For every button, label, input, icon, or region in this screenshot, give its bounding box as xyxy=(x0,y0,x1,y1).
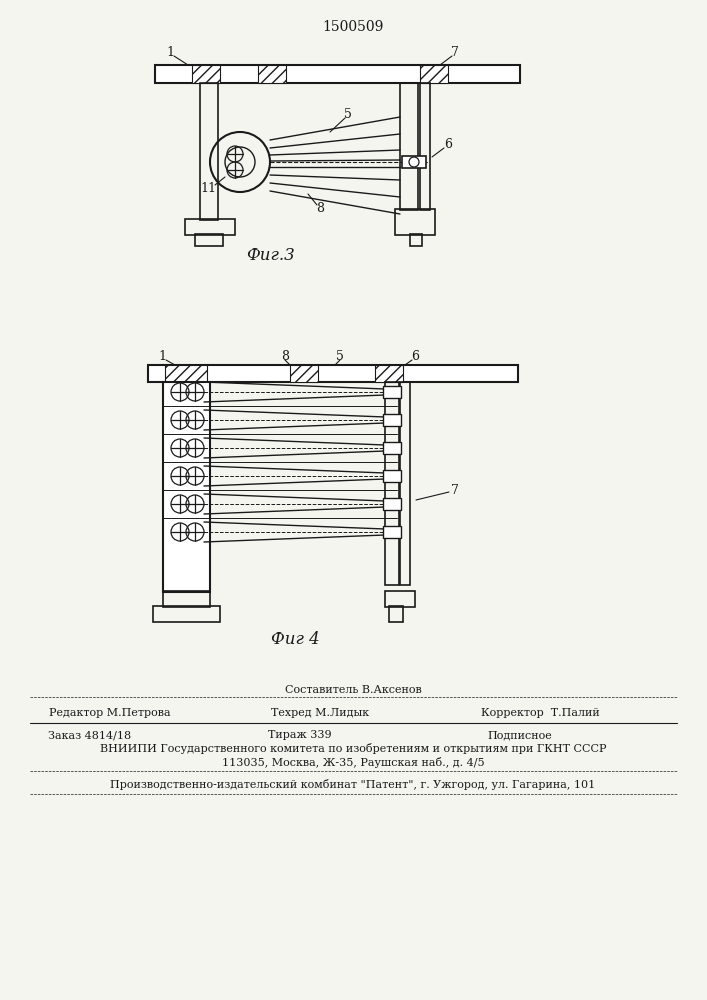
Text: Заказ 4814/18: Заказ 4814/18 xyxy=(49,730,132,740)
Bar xyxy=(192,65,220,83)
Bar xyxy=(290,365,318,382)
Text: 1500509: 1500509 xyxy=(322,20,384,34)
Bar xyxy=(195,234,223,246)
Bar xyxy=(410,234,422,246)
Text: 6: 6 xyxy=(444,137,452,150)
Text: Производственно-издательский комбинат "Патент", г. Ужгород, ул. Гагарина, 101: Производственно-издательский комбинат "П… xyxy=(110,778,595,790)
Text: Редактор М.Петрова: Редактор М.Петрова xyxy=(49,708,171,718)
Text: Составитель В.Аксенов: Составитель В.Аксенов xyxy=(285,685,421,695)
Bar xyxy=(420,83,430,210)
Bar xyxy=(400,83,418,210)
Text: 113035, Москва, Ж-35, Раушская наб., д. 4/5: 113035, Москва, Ж-35, Раушская наб., д. … xyxy=(222,756,484,768)
Bar xyxy=(383,470,401,482)
Bar xyxy=(375,365,403,382)
Bar xyxy=(383,386,401,398)
Text: 11: 11 xyxy=(200,182,216,194)
Bar xyxy=(420,65,448,83)
Text: 8: 8 xyxy=(281,351,289,363)
Bar xyxy=(385,591,415,607)
Bar xyxy=(389,606,403,622)
Bar xyxy=(148,365,518,382)
Text: Техред М.Лидык: Техред М.Лидык xyxy=(271,708,369,718)
Text: Фиг 4: Фиг 4 xyxy=(271,632,320,648)
Text: 8: 8 xyxy=(316,202,324,215)
Bar xyxy=(402,156,426,168)
Text: 7: 7 xyxy=(451,45,459,58)
Text: ВНИИПИ Государственного комитета по изобретениям и открытиям при ГКНТ СССР: ВНИИПИ Государственного комитета по изоб… xyxy=(100,744,606,754)
Bar xyxy=(383,526,401,538)
Bar xyxy=(163,591,210,607)
Bar xyxy=(155,65,520,83)
Bar xyxy=(185,219,235,235)
Text: Тираж 339: Тираж 339 xyxy=(268,730,332,740)
Bar xyxy=(163,382,210,592)
Text: Подписное: Подписное xyxy=(488,730,552,740)
Bar xyxy=(385,382,399,585)
Bar xyxy=(258,65,286,83)
Text: 7: 7 xyxy=(451,484,459,496)
Text: 5: 5 xyxy=(344,108,352,121)
Bar xyxy=(400,382,410,585)
Text: Корректор  Т.Палий: Корректор Т.Палий xyxy=(481,708,600,718)
Bar xyxy=(200,83,218,220)
Text: 1: 1 xyxy=(166,45,174,58)
Bar xyxy=(165,365,207,382)
Text: 1: 1 xyxy=(158,351,166,363)
Text: 5: 5 xyxy=(336,351,344,363)
Text: 6: 6 xyxy=(411,351,419,363)
Bar xyxy=(395,209,435,235)
Bar xyxy=(153,606,220,622)
Bar xyxy=(383,498,401,510)
Bar xyxy=(383,414,401,426)
Text: Фиг.3: Фиг.3 xyxy=(245,246,294,263)
Bar xyxy=(383,442,401,454)
